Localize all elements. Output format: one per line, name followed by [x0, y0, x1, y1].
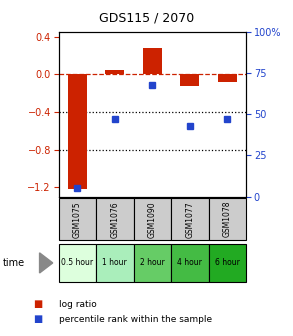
Bar — [105, 71, 124, 74]
Text: GSM1090: GSM1090 — [148, 201, 157, 238]
Bar — [143, 48, 162, 74]
Text: GSM1075: GSM1075 — [73, 201, 82, 238]
Text: ■: ■ — [33, 314, 43, 324]
Text: 0.5 hour: 0.5 hour — [61, 258, 93, 267]
Text: 6 hour: 6 hour — [215, 258, 240, 267]
Text: ■: ■ — [33, 299, 43, 309]
Text: log ratio: log ratio — [59, 300, 96, 308]
Text: 1 hour: 1 hour — [103, 258, 127, 267]
Text: GDS115 / 2070: GDS115 / 2070 — [99, 12, 194, 25]
Bar — [218, 74, 237, 82]
Text: 4 hour: 4 hour — [178, 258, 202, 267]
Text: GSM1078: GSM1078 — [223, 201, 232, 238]
Text: percentile rank within the sample: percentile rank within the sample — [59, 315, 212, 324]
Bar — [180, 74, 199, 86]
Bar — [68, 74, 87, 189]
Text: time: time — [3, 258, 25, 268]
Text: GSM1077: GSM1077 — [185, 201, 194, 238]
Text: GSM1076: GSM1076 — [110, 201, 119, 238]
Text: 2 hour: 2 hour — [140, 258, 165, 267]
